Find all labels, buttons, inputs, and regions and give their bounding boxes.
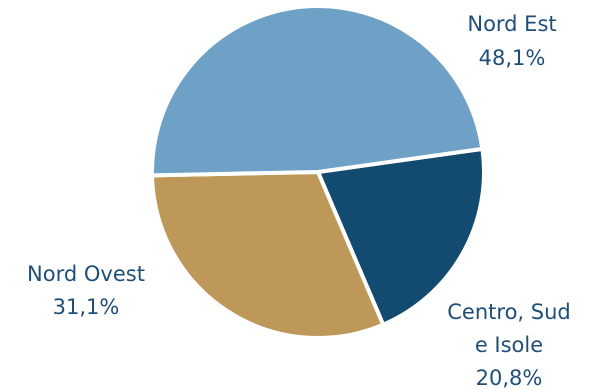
slice-nord-ovest [150,170,386,340]
slice-centro-sud-isole [316,146,486,327]
label-nord-ovest: Nord Ovest [27,262,145,286]
label-centro-sud-line1: Centro, Sud [447,300,570,324]
value-label-nord-est: 48,1% [479,46,546,70]
label-centro-sud-line2: e Isole [475,333,543,357]
value-label-nord-ovest: 31,1% [53,295,120,319]
pie-slices [150,4,486,340]
label-nord-est: Nord Est [467,12,556,36]
value-label-centro-sud: 20,8% [476,366,543,390]
slice-nord-est [150,4,485,178]
pie-labels: Nord Est 48,1% Centro, Sud e Isole 20,8%… [27,12,571,390]
